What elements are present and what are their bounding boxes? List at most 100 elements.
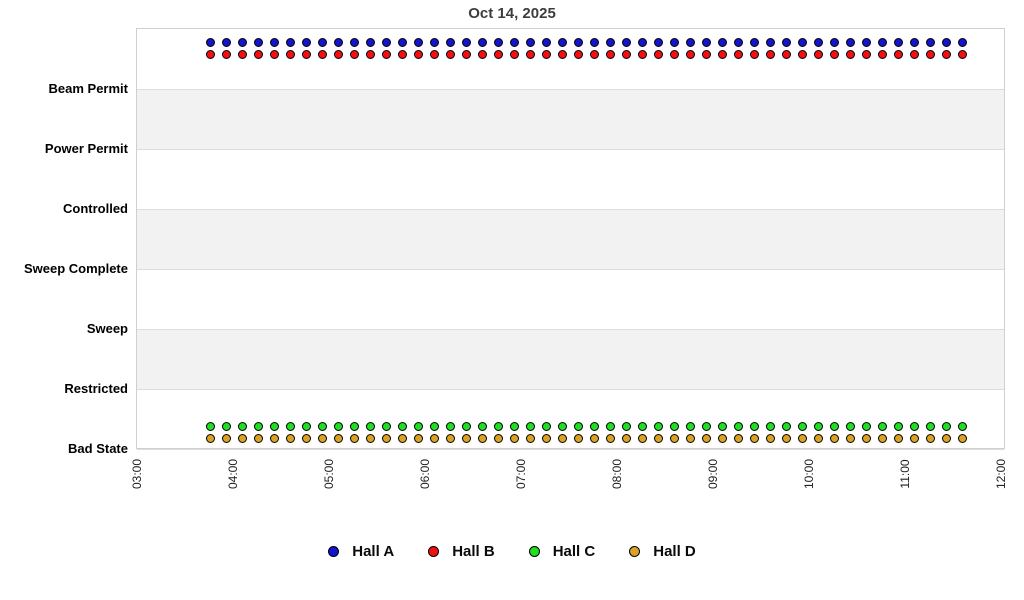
data-point-hall-b[interactable] xyxy=(477,49,487,59)
data-point-hall-b[interactable] xyxy=(653,49,663,59)
data-point-hall-b[interactable] xyxy=(637,49,647,59)
data-point-hall-d[interactable] xyxy=(301,433,311,443)
data-point-hall-b[interactable] xyxy=(269,49,279,59)
data-point-hall-b[interactable] xyxy=(925,49,935,59)
data-point-hall-c[interactable] xyxy=(781,421,791,431)
data-point-hall-b[interactable] xyxy=(669,49,679,59)
legend-item-hall-c[interactable]: Hall C xyxy=(528,543,595,560)
data-point-hall-b[interactable] xyxy=(941,49,951,59)
data-point-hall-a[interactable] xyxy=(269,37,279,47)
data-point-hall-c[interactable] xyxy=(333,421,343,431)
data-point-hall-d[interactable] xyxy=(637,433,647,443)
data-point-hall-c[interactable] xyxy=(445,421,455,431)
data-point-hall-a[interactable] xyxy=(813,37,823,47)
data-point-hall-d[interactable] xyxy=(477,433,487,443)
data-point-hall-a[interactable] xyxy=(461,37,471,47)
data-point-hall-c[interactable] xyxy=(493,421,503,431)
data-point-hall-a[interactable] xyxy=(941,37,951,47)
data-point-hall-d[interactable] xyxy=(605,433,615,443)
data-point-hall-a[interactable] xyxy=(637,37,647,47)
data-point-hall-c[interactable] xyxy=(637,421,647,431)
data-point-hall-a[interactable] xyxy=(957,37,967,47)
data-point-hall-a[interactable] xyxy=(893,37,903,47)
data-point-hall-d[interactable] xyxy=(397,433,407,443)
data-point-hall-c[interactable] xyxy=(909,421,919,431)
data-point-hall-c[interactable] xyxy=(813,421,823,431)
data-point-hall-c[interactable] xyxy=(269,421,279,431)
data-point-hall-c[interactable] xyxy=(317,421,327,431)
data-point-hall-c[interactable] xyxy=(925,421,935,431)
data-point-hall-b[interactable] xyxy=(733,49,743,59)
data-point-hall-a[interactable] xyxy=(221,37,231,47)
data-point-hall-a[interactable] xyxy=(397,37,407,47)
data-point-hall-b[interactable] xyxy=(797,49,807,59)
data-point-hall-b[interactable] xyxy=(765,49,775,59)
data-point-hall-b[interactable] xyxy=(365,49,375,59)
data-point-hall-c[interactable] xyxy=(237,421,247,431)
data-point-hall-a[interactable] xyxy=(877,37,887,47)
data-point-hall-d[interactable] xyxy=(493,433,503,443)
data-point-hall-d[interactable] xyxy=(685,433,695,443)
data-point-hall-b[interactable] xyxy=(221,49,231,59)
legend-item-hall-d[interactable]: Hall D xyxy=(629,543,696,560)
data-point-hall-d[interactable] xyxy=(781,433,791,443)
data-point-hall-c[interactable] xyxy=(429,421,439,431)
data-point-hall-b[interactable] xyxy=(253,49,263,59)
data-point-hall-a[interactable] xyxy=(685,37,695,47)
data-point-hall-d[interactable] xyxy=(653,433,663,443)
data-point-hall-a[interactable] xyxy=(605,37,615,47)
data-point-hall-d[interactable] xyxy=(877,433,887,443)
data-point-hall-d[interactable] xyxy=(925,433,935,443)
data-point-hall-a[interactable] xyxy=(829,37,839,47)
data-point-hall-d[interactable] xyxy=(541,433,551,443)
data-point-hall-a[interactable] xyxy=(525,37,535,47)
legend-item-hall-b[interactable]: Hall B xyxy=(428,543,495,560)
data-point-hall-b[interactable] xyxy=(493,49,503,59)
data-point-hall-c[interactable] xyxy=(845,421,855,431)
data-point-hall-c[interactable] xyxy=(829,421,839,431)
data-point-hall-c[interactable] xyxy=(893,421,903,431)
data-point-hall-b[interactable] xyxy=(829,49,839,59)
data-point-hall-a[interactable] xyxy=(861,37,871,47)
data-point-hall-a[interactable] xyxy=(717,37,727,47)
data-point-hall-a[interactable] xyxy=(653,37,663,47)
data-point-hall-d[interactable] xyxy=(509,433,519,443)
data-point-hall-a[interactable] xyxy=(589,37,599,47)
data-point-hall-b[interactable] xyxy=(461,49,471,59)
data-point-hall-b[interactable] xyxy=(813,49,823,59)
data-point-hall-c[interactable] xyxy=(525,421,535,431)
data-point-hall-b[interactable] xyxy=(333,49,343,59)
data-point-hall-b[interactable] xyxy=(701,49,711,59)
data-point-hall-a[interactable] xyxy=(205,37,215,47)
data-point-hall-b[interactable] xyxy=(541,49,551,59)
data-point-hall-a[interactable] xyxy=(797,37,807,47)
data-point-hall-d[interactable] xyxy=(717,433,727,443)
data-point-hall-d[interactable] xyxy=(413,433,423,443)
data-point-hall-c[interactable] xyxy=(685,421,695,431)
data-point-hall-c[interactable] xyxy=(557,421,567,431)
data-point-hall-c[interactable] xyxy=(941,421,951,431)
data-point-hall-a[interactable] xyxy=(493,37,503,47)
data-point-hall-c[interactable] xyxy=(413,421,423,431)
data-point-hall-c[interactable] xyxy=(573,421,583,431)
data-point-hall-c[interactable] xyxy=(701,421,711,431)
data-point-hall-d[interactable] xyxy=(381,433,391,443)
data-point-hall-c[interactable] xyxy=(253,421,263,431)
data-point-hall-d[interactable] xyxy=(861,433,871,443)
data-point-hall-d[interactable] xyxy=(909,433,919,443)
data-point-hall-a[interactable] xyxy=(557,37,567,47)
data-point-hall-d[interactable] xyxy=(461,433,471,443)
data-point-hall-a[interactable] xyxy=(429,37,439,47)
data-point-hall-a[interactable] xyxy=(317,37,327,47)
data-point-hall-b[interactable] xyxy=(781,49,791,59)
data-point-hall-c[interactable] xyxy=(717,421,727,431)
data-point-hall-b[interactable] xyxy=(877,49,887,59)
data-point-hall-c[interactable] xyxy=(957,421,967,431)
data-point-hall-a[interactable] xyxy=(413,37,423,47)
data-point-hall-c[interactable] xyxy=(349,421,359,431)
data-point-hall-c[interactable] xyxy=(797,421,807,431)
data-point-hall-b[interactable] xyxy=(749,49,759,59)
data-point-hall-a[interactable] xyxy=(349,37,359,47)
data-point-hall-b[interactable] xyxy=(605,49,615,59)
data-point-hall-a[interactable] xyxy=(541,37,551,47)
